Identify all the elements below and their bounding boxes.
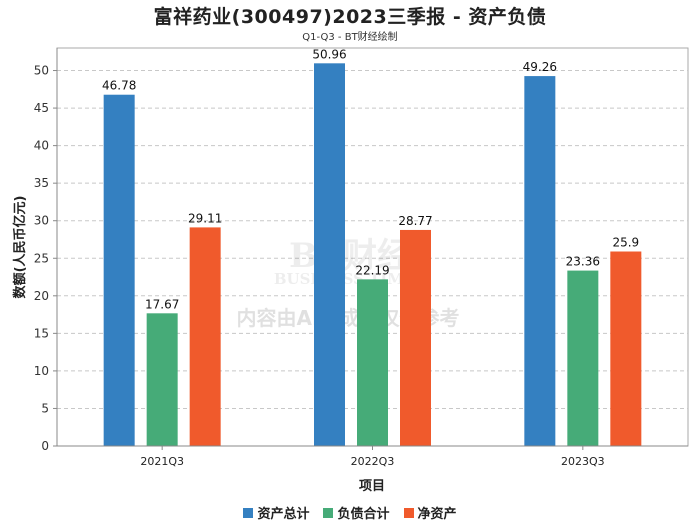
data-label: 50.96: [312, 47, 346, 61]
bar: [146, 313, 178, 446]
y-tick-label: 10: [34, 364, 49, 378]
chart-subtitle: Q1-Q3 - BT财经绘制: [302, 32, 398, 43]
bar: [314, 63, 345, 446]
y-tick-label: 35: [34, 176, 49, 190]
y-tick-label: 5: [41, 401, 49, 415]
y-tick-label: 30: [34, 214, 49, 228]
y-tick-label: 20: [34, 289, 49, 303]
y-tick-label: 15: [34, 326, 49, 340]
watermark-brand-en: BUSINESS TIMES: [274, 270, 426, 288]
y-tick-label: 45: [34, 101, 49, 115]
x-tick-label: 2023Q3: [561, 455, 605, 468]
y-tick-label: 50: [34, 64, 49, 78]
data-label: 46.78: [102, 79, 136, 93]
x-axis-title: 项目: [359, 479, 385, 494]
legend-swatch-total-assets: [243, 507, 254, 518]
data-label: 25.9: [612, 236, 639, 250]
bar: [567, 270, 599, 446]
y-tick-label: 40: [34, 139, 49, 153]
legend-label-total-liabilities: 负债合计: [337, 507, 390, 522]
chart-title: 富祥药业(300497)2023三季报 - 资产负债: [153, 6, 547, 28]
data-label: 17.67: [145, 297, 179, 311]
bar: [357, 279, 388, 446]
legend: 资产总计 负债合计 净资产: [0, 503, 700, 522]
data-label: 23.36: [566, 255, 600, 269]
legend-swatch-net-assets: [403, 507, 414, 518]
x-tick-label: 2021Q3: [140, 455, 184, 468]
y-tick-label: 0: [41, 439, 49, 453]
data-label: 49.26: [523, 60, 557, 74]
bar: [400, 229, 431, 446]
legend-item-total-assets[interactable]: 资产总计: [243, 503, 309, 522]
legend-item-total-liabilities[interactable]: 负债合计: [323, 503, 390, 522]
y-axis-title: 数额(人民币亿元): [12, 196, 28, 299]
legend-label-net-assets: 净资产: [417, 507, 457, 522]
y-tick-label: 25: [34, 251, 49, 265]
bar: [103, 94, 135, 446]
watermark-brand: BT财经: [289, 236, 411, 276]
bar: [524, 76, 556, 447]
bar: [610, 251, 642, 446]
data-label: 29.11: [188, 211, 222, 225]
data-label: 28.77: [398, 214, 432, 228]
data-label: 22.19: [355, 263, 389, 277]
legend-swatch-total-liabilities: [323, 507, 334, 518]
x-tick-label: 2022Q3: [351, 455, 395, 468]
legend-item-net-assets[interactable]: 净资产: [403, 503, 457, 522]
bar: [189, 227, 221, 446]
legend-label-total-assets: 资产总计: [257, 507, 310, 522]
